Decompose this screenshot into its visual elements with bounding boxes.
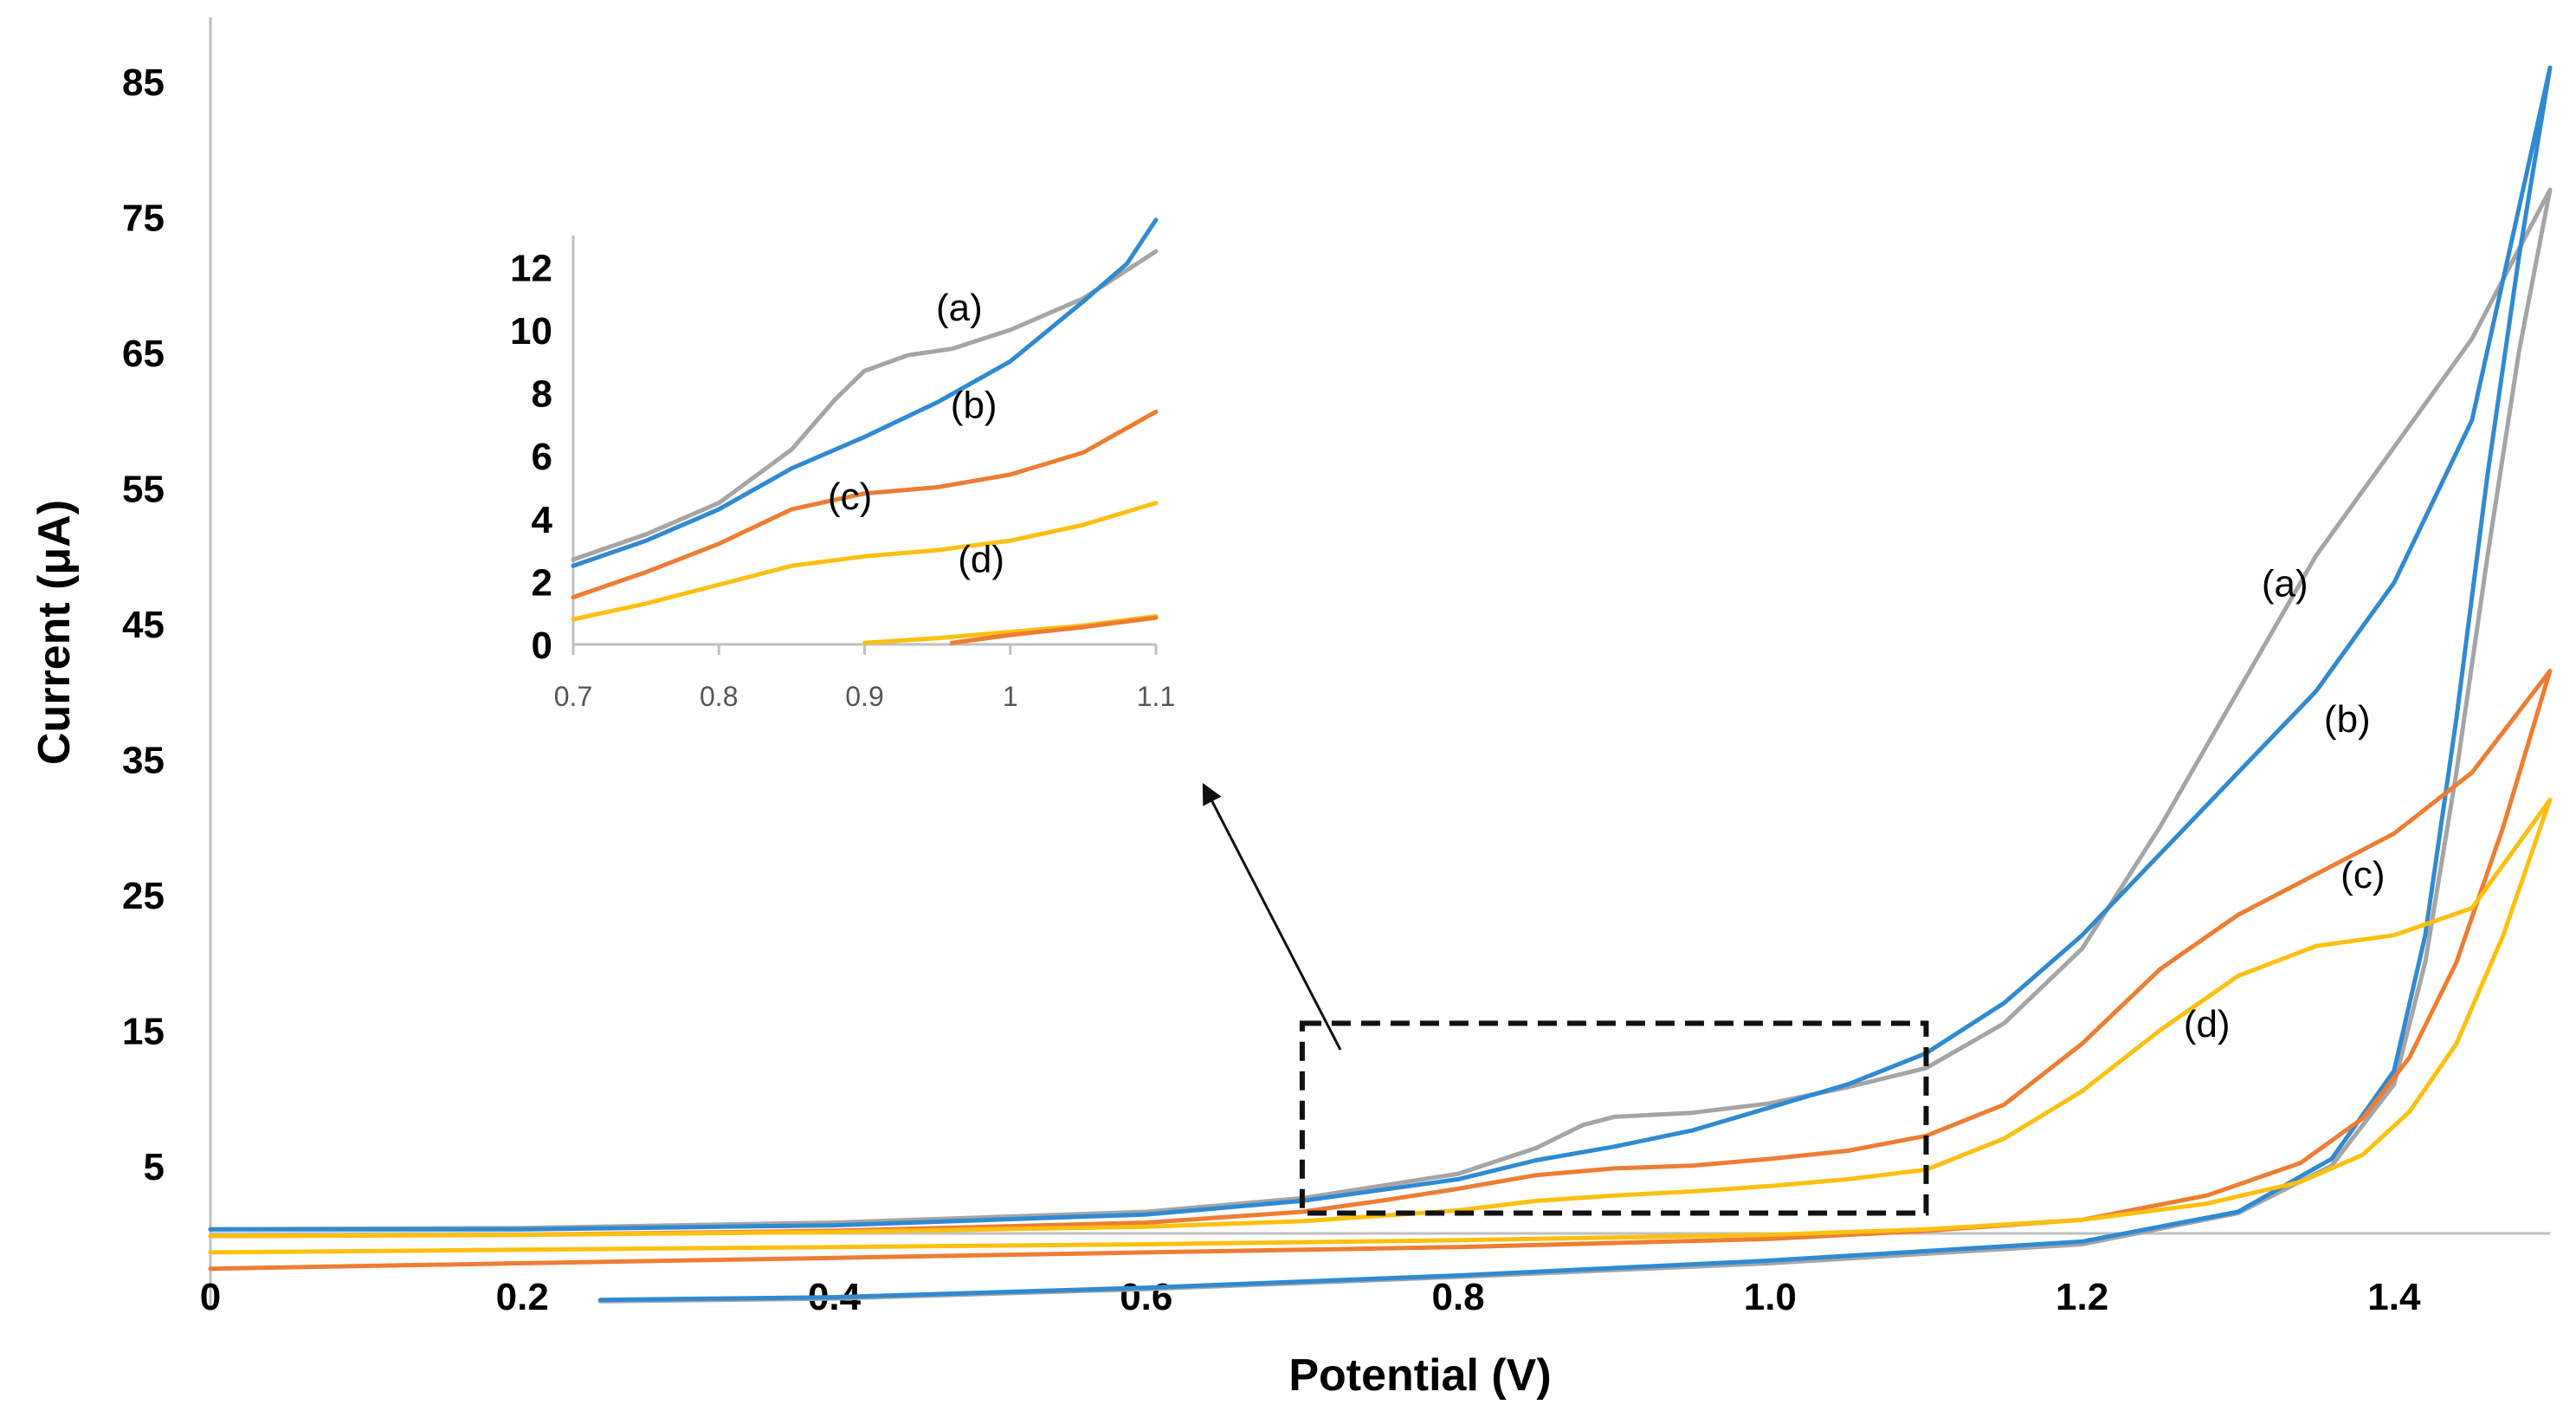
series-line-1 [208, 187, 2553, 1304]
series-label: (d) [2184, 1003, 2231, 1045]
inset-plot: 0 2 4 6 8 10 12 0.7 0.8 0.9 1 1.1 (a) (b) (c) (d) [510, 217, 1175, 712]
inset-y-tick-label: 10 [510, 310, 552, 353]
inset-series-label: (c) [828, 476, 872, 518]
zoom-box [1299, 1020, 1929, 1216]
series-line-3 [208, 669, 2553, 1272]
inset-y-tick-label: 2 [532, 561, 552, 604]
y-tick-label: 25 [122, 875, 165, 917]
x-tick-label: 0.6 [1120, 1276, 1172, 1318]
inset-series-label: (a) [936, 287, 983, 329]
series-label: (b) [2324, 698, 2371, 741]
y-tick-label: 65 [122, 333, 165, 375]
inset-y-tick-label: 4 [532, 499, 553, 541]
x-tick-label: 0 [200, 1276, 221, 1318]
inset-series-line-5 [862, 613, 1159, 645]
series-label: (a) [2262, 562, 2308, 605]
inset-x-tick-label: 1 [1003, 681, 1018, 712]
x-tick-label: 1.4 [2367, 1276, 2421, 1318]
x-axis-title: Potential (V) [1288, 1350, 1551, 1401]
inset-y-tick-label: 8 [532, 373, 552, 416]
x-tick-label: 1.2 [2056, 1276, 2108, 1318]
inset-series-line-1 [571, 249, 1159, 562]
x-tick-label: 0.2 [496, 1276, 549, 1318]
inset-x-tick-label: 0.7 [554, 681, 592, 712]
y-axis-title: Current (μA) [29, 500, 80, 765]
inset-x-tick-label: 1.1 [1137, 681, 1175, 712]
zoom-arrow [1202, 782, 1342, 1051]
inset-y-tick-label: 12 [510, 247, 552, 289]
series-line-4 [208, 797, 2553, 1255]
inset-series-line-3 [571, 409, 1159, 599]
inset-series-line-6 [949, 615, 1159, 645]
inset-y-tick-label: 6 [532, 436, 552, 478]
y-tick-label: 85 [122, 61, 165, 104]
inset-series-label: (b) [951, 385, 997, 427]
y-tick-label: 5 [144, 1146, 165, 1188]
series-label: (c) [2340, 854, 2385, 896]
x-tick-label: 0.8 [1431, 1276, 1484, 1318]
y-tick-label: 55 [122, 468, 165, 510]
inset-series-label: (d) [958, 538, 1004, 580]
y-tick-label: 15 [122, 1010, 165, 1052]
inset-series-line-2 [571, 217, 1159, 568]
x-tick-label: 1.0 [1744, 1276, 1797, 1318]
zoom-region [1202, 782, 1929, 1216]
inset-y-tick-label: 0 [532, 625, 552, 667]
y-tick-label: 35 [122, 739, 165, 781]
y-tick-label: 45 [122, 604, 165, 646]
y-tick-label: 75 [122, 197, 165, 239]
inset-x-tick-label: 0.8 [700, 681, 738, 712]
series-line-2 [208, 65, 2553, 1303]
inset-series-line-4 [571, 501, 1159, 622]
inset-x-tick-label: 0.9 [845, 681, 883, 712]
